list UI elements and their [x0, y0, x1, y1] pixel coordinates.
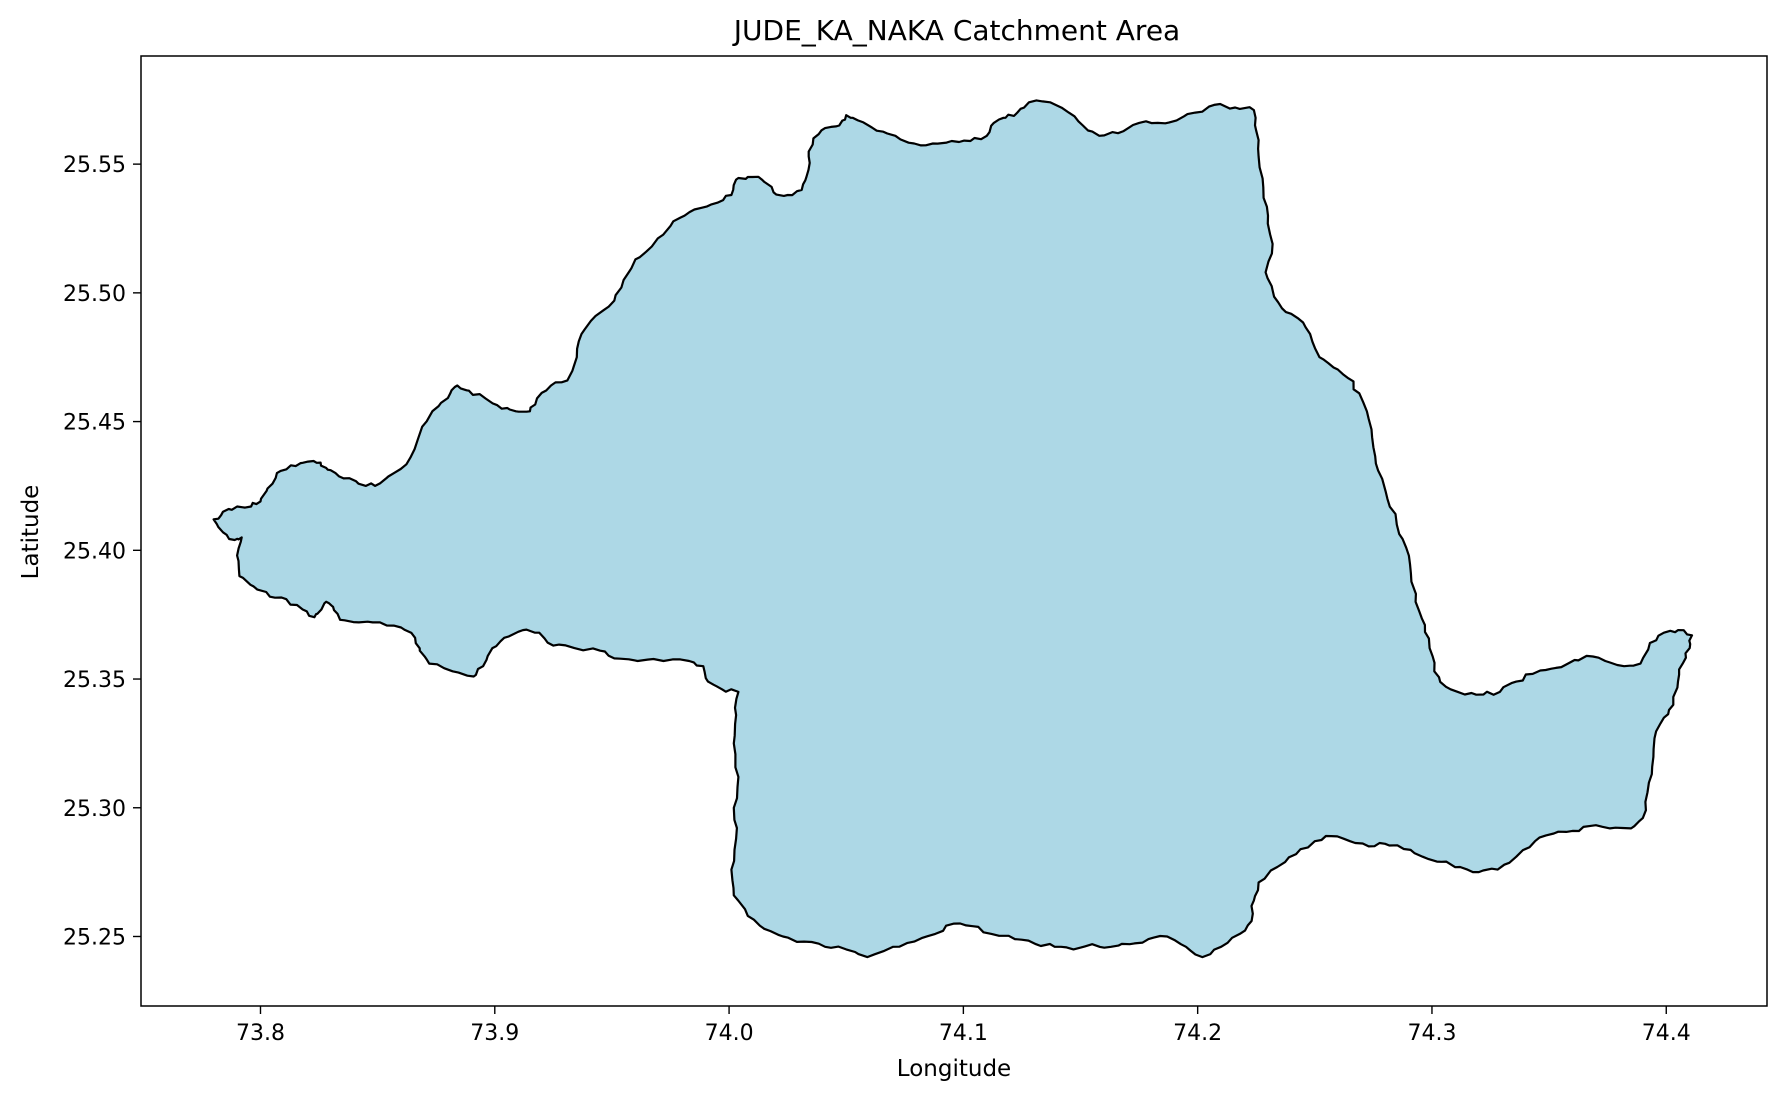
axes-frame: [140, 55, 1768, 1007]
x-tick-label: 74.1: [939, 1021, 988, 1046]
y-tick-label: 25.40: [63, 539, 126, 564]
plot-area: [140, 55, 1768, 1007]
x-axis-label: Longitude: [897, 1056, 1011, 1082]
x-tick-label: 74.3: [1407, 1021, 1456, 1046]
y-tick-label: 25.25: [63, 925, 126, 950]
catchment-polygon: [212, 99, 1694, 959]
x-tick-label: 74.2: [1173, 1021, 1222, 1046]
y-tick-label: 25.50: [63, 282, 126, 307]
x-axis-ticks: 73.8 73.9 74.0 74.1 74.2 74.3 74.4: [236, 1006, 1691, 1046]
x-tick-label: 73.8: [236, 1021, 285, 1046]
y-axis-ticks: 25.25 25.30 25.35 25.40 25.45 25.50 25.55: [63, 153, 141, 950]
x-tick-label: 74.0: [705, 1021, 754, 1046]
y-tick-label: 25.55: [63, 153, 126, 178]
chart-title: JUDE_KA_NAKA Catchment Area: [732, 14, 1180, 47]
x-tick-label: 73.9: [470, 1021, 519, 1046]
y-tick-label: 25.30: [63, 797, 126, 822]
y-tick-label: 25.45: [63, 411, 126, 436]
y-tick-label: 25.35: [63, 668, 126, 693]
x-tick-label: 74.4: [1642, 1021, 1691, 1046]
y-axis-label: Latitude: [18, 485, 44, 580]
